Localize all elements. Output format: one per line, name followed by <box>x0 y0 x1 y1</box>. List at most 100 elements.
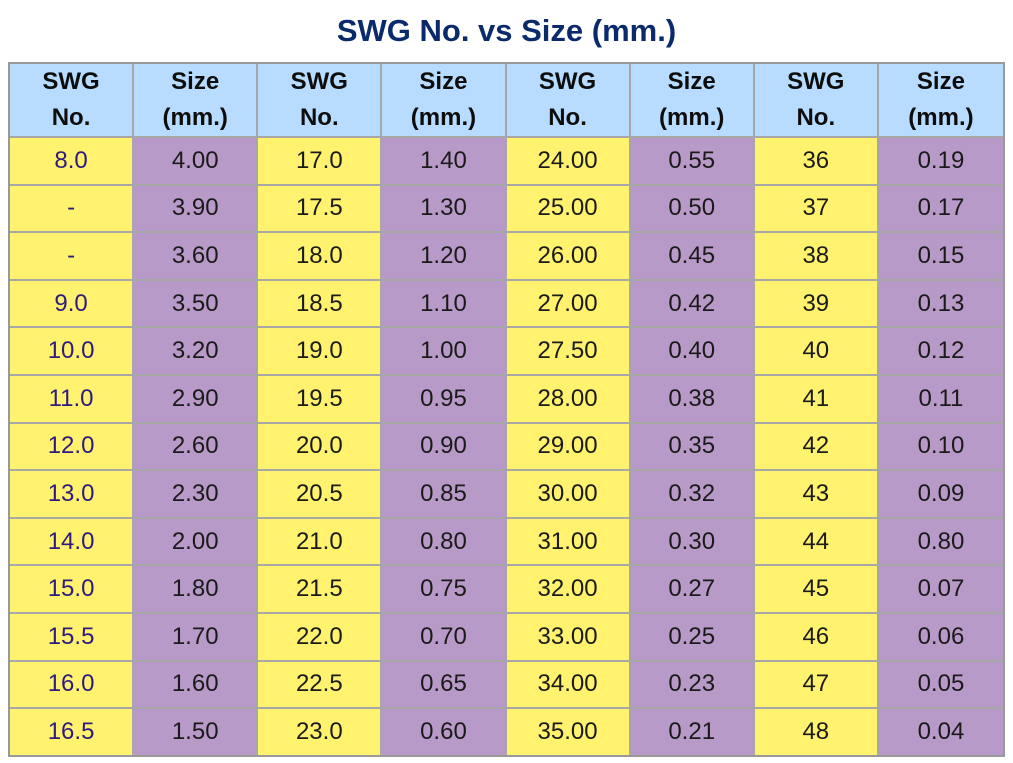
swg-no-cell: 21.5 <box>258 566 383 614</box>
swg-no-cell: 25.00 <box>506 185 631 234</box>
header-swg-no-4: SWG No. <box>754 64 879 138</box>
size-mm-cell: 1.30 <box>382 185 507 234</box>
page-title: SWG No. vs Size (mm.) <box>336 13 677 48</box>
size-mm-cell: 3.20 <box>134 328 259 376</box>
table-row: 16.5 1.50 23.0 0.60 35.00 0.21 48 0.04 <box>10 709 1003 755</box>
swg-no-cell: 8.0 <box>10 138 135 186</box>
size-mm-cell: 3.90 <box>134 185 259 234</box>
swg-no-cell: 10.0 <box>10 328 135 376</box>
size-mm-cell: 1.10 <box>382 280 507 329</box>
swg-no-cell: 41 <box>754 375 879 424</box>
size-mm-cell: 0.60 <box>382 709 507 755</box>
header-size-mm-3: Size (mm.) <box>630 64 755 138</box>
table-row: 8.0 4.00 17.0 1.40 24.00 0.55 36 0.19 <box>10 138 1003 186</box>
size-mm-cell: 0.13 <box>878 280 1003 329</box>
table-row: 14.0 2.00 21.0 0.80 31.00 0.30 44 0.80 <box>10 518 1003 567</box>
swg-no-cell: 14.0 <box>10 518 135 567</box>
table-body: 8.0 4.00 17.0 1.40 24.00 0.55 36 0.19-3.90 17.5 1… <box>10 138 1003 755</box>
swg-no-cell: - <box>10 233 135 281</box>
size-mm-cell: 0.75 <box>382 566 507 614</box>
header-size-mm-2: Size (mm.) <box>382 64 507 138</box>
swg-no-cell: 32.00 <box>506 566 631 614</box>
size-mm-cell: 1.80 <box>134 566 259 614</box>
swg-no-cell: 18.0 <box>258 233 383 281</box>
size-mm-cell: 0.23 <box>630 661 755 710</box>
table-row: 16.0 1.60 22.5 0.65 34.00 0.23 47 0.05 <box>10 661 1003 710</box>
swg-no-cell: 18.5 <box>258 280 383 329</box>
header-swg-no-1: SWG No. <box>10 64 135 138</box>
swg-no-cell: 20.0 <box>258 423 383 472</box>
swg-no-cell: 43 <box>754 471 879 519</box>
swg-no-cell: 45 <box>754 566 879 614</box>
size-mm-cell: 0.15 <box>878 233 1003 281</box>
swg-no-cell: 39 <box>754 280 879 329</box>
swg-no-cell: 15.5 <box>10 613 135 662</box>
size-mm-cell: 0.10 <box>878 423 1003 472</box>
size-mm-cell: 0.32 <box>630 471 755 519</box>
size-mm-cell: 0.19 <box>878 138 1003 186</box>
table-row: -3.90 17.5 1.30 25.00 0.50 37 0.17 <box>10 185 1003 234</box>
size-mm-cell: 0.30 <box>630 518 755 567</box>
size-mm-cell: 0.04 <box>878 709 1003 755</box>
header-size-mm-4: Size (mm.) <box>878 64 1003 138</box>
swg-no-cell: 29.00 <box>506 423 631 472</box>
table-row: 15.0 1.80 21.5 0.75 32.00 0.27 45 0.07 <box>10 566 1003 614</box>
swg-no-cell: 37 <box>754 185 879 234</box>
size-mm-cell: 0.25 <box>630 613 755 662</box>
size-mm-cell: 0.85 <box>382 471 507 519</box>
size-mm-cell: 0.07 <box>878 566 1003 614</box>
swg-no-cell: 44 <box>754 518 879 567</box>
swg-no-cell: 13.0 <box>10 471 135 519</box>
header-size-mm-1: Size (mm.) <box>134 64 259 138</box>
swg-no-cell: 38 <box>754 233 879 281</box>
swg-no-cell: 27.00 <box>506 280 631 329</box>
swg-no-cell: 42 <box>754 423 879 472</box>
size-mm-cell: 1.00 <box>382 328 507 376</box>
size-mm-cell: 0.05 <box>878 661 1003 710</box>
swg-no-cell: 11.0 <box>10 375 135 424</box>
swg-no-cell: 22.5 <box>258 661 383 710</box>
size-mm-cell: 0.17 <box>878 185 1003 234</box>
swg-no-cell: 24.00 <box>506 138 631 186</box>
swg-no-cell: 19.5 <box>258 375 383 424</box>
size-mm-cell: 0.50 <box>630 185 755 234</box>
header-swg-no-2: SWG No. <box>258 64 383 138</box>
header-swg-no-3: SWG No. <box>506 64 631 138</box>
size-mm-cell: 0.12 <box>878 328 1003 376</box>
size-mm-cell: 0.90 <box>382 423 507 472</box>
swg-no-cell: 34.00 <box>506 661 631 710</box>
swg-no-cell: 36 <box>754 138 879 186</box>
size-mm-cell: 0.35 <box>630 423 755 472</box>
size-mm-cell: 1.50 <box>134 709 259 755</box>
size-mm-cell: 1.60 <box>134 661 259 710</box>
size-mm-cell: 0.80 <box>878 518 1003 567</box>
size-mm-cell: 1.70 <box>134 613 259 662</box>
table-header-row: SWG No. Size (mm.) SWG No. Size (mm.) SWG No.… <box>10 64 1003 138</box>
swg-no-cell: 31.00 <box>506 518 631 567</box>
swg-no-cell: 17.5 <box>258 185 383 234</box>
swg-no-cell: 12.0 <box>10 423 135 472</box>
size-mm-cell: 3.50 <box>134 280 259 329</box>
swg-no-cell: 21.0 <box>258 518 383 567</box>
table-row: -3.60 18.0 1.20 26.00 0.45 38 0.15 <box>10 233 1003 281</box>
swg-no-cell: 40 <box>754 328 879 376</box>
size-mm-cell: 0.38 <box>630 375 755 424</box>
table-row: 10.0 3.20 19.0 1.00 27.50 0.40 40 0.12 <box>10 328 1003 376</box>
size-mm-cell: 0.55 <box>630 138 755 186</box>
swg-no-cell: 23.0 <box>258 709 383 755</box>
table-row: 11.0 2.90 19.5 0.95 28.00 0.38 41 0.11 <box>10 375 1003 424</box>
swg-no-cell: 16.0 <box>10 661 135 710</box>
size-mm-cell: 0.45 <box>630 233 755 281</box>
size-mm-cell: 0.11 <box>878 375 1003 424</box>
swg-no-cell: 47 <box>754 661 879 710</box>
swg-no-cell: 33.00 <box>506 613 631 662</box>
swg-no-cell: 15.0 <box>10 566 135 614</box>
swg-size-table: SWG No. Size (mm.) SWG No. Size (mm.) SWG No.… <box>8 62 1005 757</box>
swg-no-cell: 17.0 <box>258 138 383 186</box>
swg-no-cell: 46 <box>754 613 879 662</box>
table-row: 12.0 2.60 20.0 0.90 29.00 0.35 42 0.10 <box>10 423 1003 472</box>
size-mm-cell: 0.40 <box>630 328 755 376</box>
table-row: 13.0 2.30 20.5 0.85 30.00 0.32 43 0.09 <box>10 471 1003 519</box>
size-mm-cell: 2.60 <box>134 423 259 472</box>
size-mm-cell: 0.70 <box>382 613 507 662</box>
